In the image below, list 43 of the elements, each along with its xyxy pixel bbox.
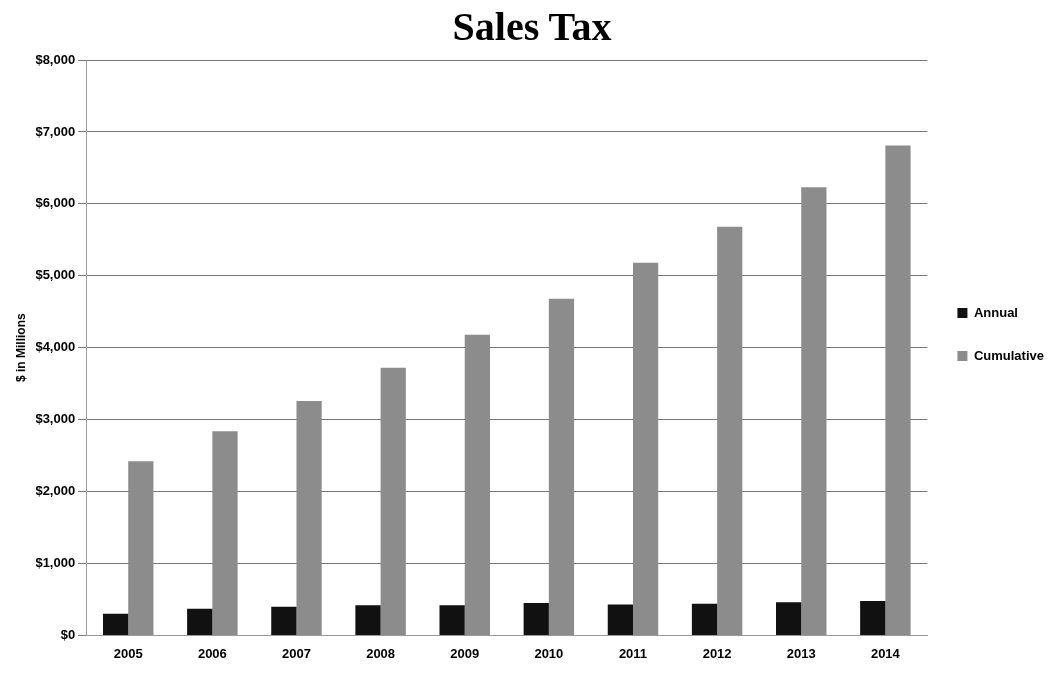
bar [801, 187, 827, 635]
x-tick-label: 2006 [197, 645, 227, 661]
legend-label: Annual [973, 304, 1018, 320]
bar [187, 608, 213, 635]
y-tick-label: $4,000 [35, 339, 76, 355]
x-tick-label: 2005 [113, 645, 143, 661]
y-axis-title: $ in Millions [13, 313, 28, 383]
y-tick-label: $2,000 [35, 483, 76, 499]
x-tick-label: 2010 [534, 645, 564, 661]
x-tick-label: 2009 [450, 645, 480, 661]
y-tick-label: $0 [60, 626, 76, 642]
x-tick-label: 2014 [870, 645, 901, 661]
y-tick-label: $1,000 [35, 555, 76, 571]
chart-title: Sales Tax [452, 4, 612, 50]
bar [212, 431, 238, 635]
y-tick-label: $8,000 [35, 51, 76, 67]
y-tick-label: $5,000 [35, 267, 76, 283]
bar [380, 367, 406, 635]
bar [776, 602, 802, 635]
x-tick-label: 2013 [786, 645, 816, 661]
bar [128, 461, 154, 635]
bar [717, 226, 743, 635]
bar [632, 262, 659, 635]
y-tick-label: $7,000 [35, 123, 76, 139]
bar [355, 605, 381, 635]
bar [607, 604, 633, 635]
bar [548, 298, 575, 635]
bar [102, 613, 129, 635]
bar [691, 603, 718, 635]
bar [296, 400, 322, 635]
bar [885, 145, 911, 635]
bar [439, 605, 465, 635]
x-tick-label: 2007 [282, 645, 311, 661]
bar [464, 334, 490, 635]
bar [271, 606, 297, 635]
y-tick-label: $6,000 [35, 195, 76, 211]
x-tick-label: 2011 [618, 645, 648, 661]
bar [523, 603, 549, 635]
legend-label: Cumulative [973, 347, 1045, 363]
x-tick-label: 2008 [366, 645, 396, 661]
bar [860, 600, 886, 635]
x-tick-label: 2012 [702, 645, 732, 661]
y-tick-label: $3,000 [35, 411, 76, 427]
